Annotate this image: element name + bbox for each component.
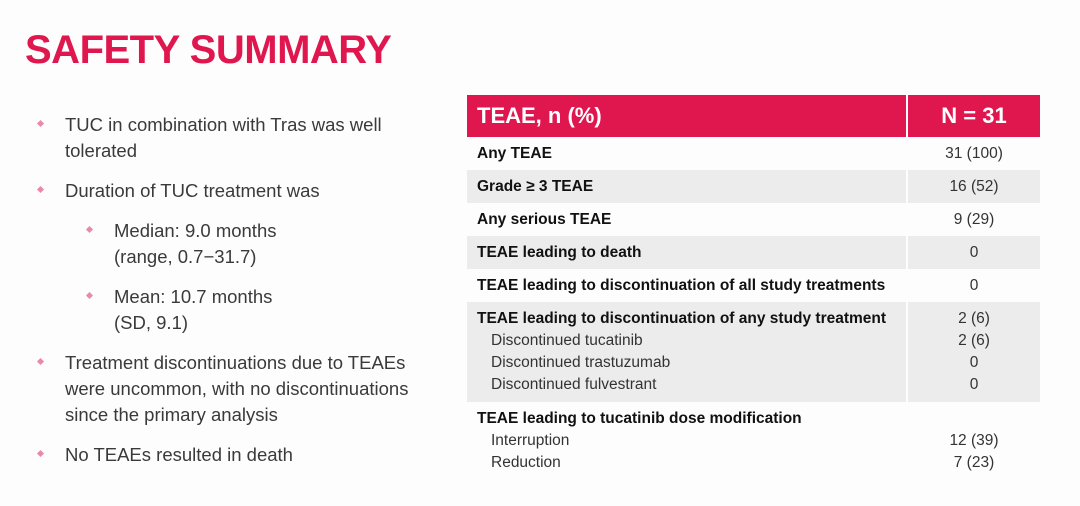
sub-row-label: Discontinued tucatinib: [491, 332, 643, 349]
table-row: TEAE leading to death 0: [467, 236, 1040, 269]
sub-row-value: 12 (39): [949, 432, 999, 449]
row-label: TEAE leading to discontinuation of any s…: [477, 310, 887, 327]
bullet-text: TUC in combination with Tras was well to…: [65, 114, 382, 161]
sub-row-label: Interruption: [491, 432, 570, 449]
bullet-text: Duration of TUC treatment was: [65, 180, 320, 201]
sub-row-value: 0: [969, 376, 979, 393]
row-label: TEAE leading to discontinuation of all s…: [477, 276, 886, 294]
diamond-bullet-icon: [85, 225, 94, 234]
page-title: SAFETY SUMMARY: [25, 28, 392, 72]
sub-row-label: Discontinued fulvestrant: [491, 376, 657, 393]
diamond-bullet-icon: [36, 449, 45, 458]
bullet-text: Median: 9.0 months (range, 0.7−31.7): [114, 220, 277, 267]
bullet-item: Treatment discontinuations due to TEAEs …: [36, 350, 438, 428]
row-label: Grade ≥ 3 TEAE: [467, 170, 906, 203]
header-n: N = 31: [908, 95, 1040, 137]
bullet-text: No TEAEs resulted in death: [65, 444, 293, 465]
diamond-bullet-icon: [36, 185, 45, 194]
sub-row-label: Discontinued trastuzumab: [491, 354, 671, 371]
row-value: 31 (100): [945, 144, 1003, 162]
table-header: TEAE, n (%) N = 31: [467, 95, 1040, 137]
row-value: 0: [908, 236, 1040, 269]
sub-row-value: 0: [969, 354, 979, 371]
row-label: TEAE leading to death: [467, 236, 906, 269]
bullet-list: TUC in combination with Tras was well to…: [36, 112, 438, 482]
row-value-group: 2 (6) 2 (6) 0 0: [908, 302, 1040, 402]
row-label: Any serious TEAE: [477, 210, 612, 228]
row-label-group: TEAE leading to tucatinib dose modificat…: [467, 402, 906, 480]
header-label: TEAE, n (%): [467, 95, 906, 137]
table-row: Any TEAE 31 (100): [467, 137, 1040, 170]
row-value: 0: [969, 276, 979, 294]
sub-bullet-item: Mean: 10.7 months (SD, 9.1): [85, 284, 294, 336]
sub-row-value: 2 (6): [958, 332, 990, 349]
sub-bullet-item: Median: 9.0 months (range, 0.7−31.7): [85, 218, 294, 270]
row-value-group: 12 (39) 7 (23): [908, 402, 1040, 480]
diamond-bullet-icon: [36, 357, 45, 366]
row-value: [918, 408, 1030, 430]
table-row: TEAE leading to discontinuation of all s…: [467, 269, 1040, 302]
row-value: 2 (6): [958, 310, 990, 327]
bullet-text: Treatment discontinuations due to TEAEs …: [65, 352, 409, 425]
bullet-item: No TEAEs resulted in death: [36, 442, 438, 468]
table-row: Grade ≥ 3 TEAE 16 (52): [467, 170, 1040, 203]
bullet-text: Mean: 10.7 months (SD, 9.1): [114, 286, 273, 333]
row-label: TEAE leading to tucatinib dose modificat…: [477, 410, 802, 427]
sub-row-label: Reduction: [491, 454, 561, 471]
bullet-item: TUC in combination with Tras was well to…: [36, 112, 438, 164]
table-row: TEAE leading to tucatinib dose modificat…: [467, 402, 1040, 480]
row-value: 16 (52): [908, 170, 1040, 203]
row-label: Any TEAE: [477, 144, 552, 162]
row-value: 9 (29): [953, 210, 995, 228]
teae-table: TEAE, n (%) N = 31 Any TEAE 31 (100) Grad…: [465, 95, 1042, 480]
sub-row-value: 7 (23): [953, 454, 995, 471]
diamond-bullet-icon: [85, 291, 94, 300]
bullet-item: Duration of TUC treatment was: [36, 178, 438, 204]
table-row: Any serious TEAE 9 (29): [467, 203, 1040, 236]
table-row: TEAE leading to discontinuation of any s…: [467, 302, 1040, 402]
diamond-bullet-icon: [36, 119, 45, 128]
row-label-group: TEAE leading to discontinuation of any s…: [467, 302, 906, 402]
